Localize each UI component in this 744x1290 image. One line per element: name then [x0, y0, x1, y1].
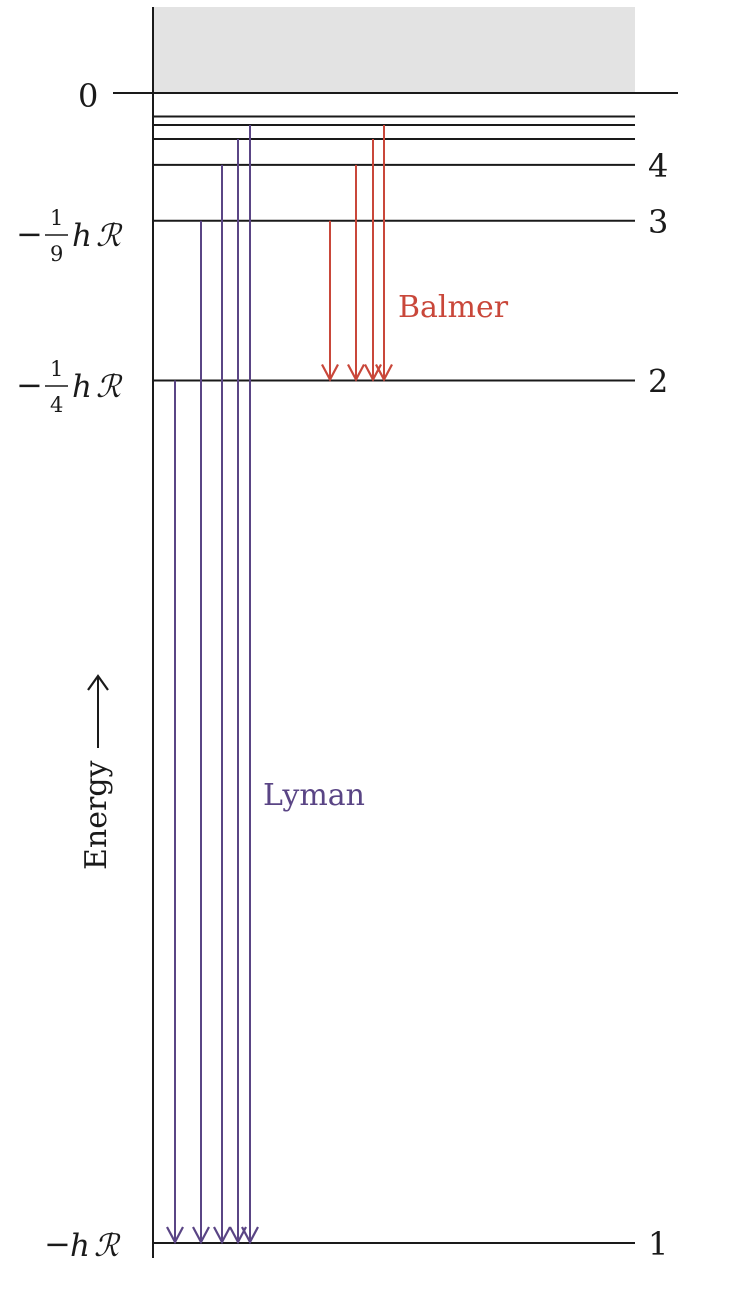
energy-n3-label: − 1 9 h ℛ: [16, 206, 123, 266]
rydberg-symbol: ℛ: [96, 369, 123, 405]
energy-up-arrow-icon: [88, 676, 108, 748]
energy-axis-label: Energy: [79, 760, 114, 870]
fraction-numerator: 1: [50, 357, 63, 381]
lyman-series-label: Lyman: [263, 778, 365, 813]
continuum-region: [153, 7, 635, 93]
rydberg-symbol: ℛ: [94, 1228, 121, 1264]
minus-sign: −: [16, 215, 43, 253]
level-label-n1: 1: [648, 1225, 668, 1263]
fraction-denominator: 4: [50, 393, 63, 417]
energy-n1-label: − h ℛ: [44, 1225, 121, 1264]
fraction-numerator: 1: [50, 206, 63, 230]
planck-h: h: [72, 369, 92, 405]
energy-n2-label: − 1 4 h ℛ: [16, 357, 123, 417]
lyman-series-arrows: [167, 125, 258, 1242]
level-label-n2: 2: [648, 363, 668, 401]
minus-sign: −: [16, 366, 43, 404]
energy-zero-label: 0: [78, 77, 98, 115]
balmer-series-label: Balmer: [398, 290, 509, 325]
level-label-n3: 3: [648, 203, 668, 241]
planck-h: h: [70, 1228, 90, 1264]
level-label-n4: 4: [648, 147, 668, 185]
balmer-series-arrows: [322, 125, 392, 380]
fraction-denominator: 9: [50, 242, 63, 266]
rydberg-symbol: ℛ: [96, 218, 123, 254]
planck-h: h: [72, 218, 92, 254]
minus-sign: −: [44, 1225, 71, 1263]
energy-levels: 1 2 3 4: [113, 93, 678, 1263]
